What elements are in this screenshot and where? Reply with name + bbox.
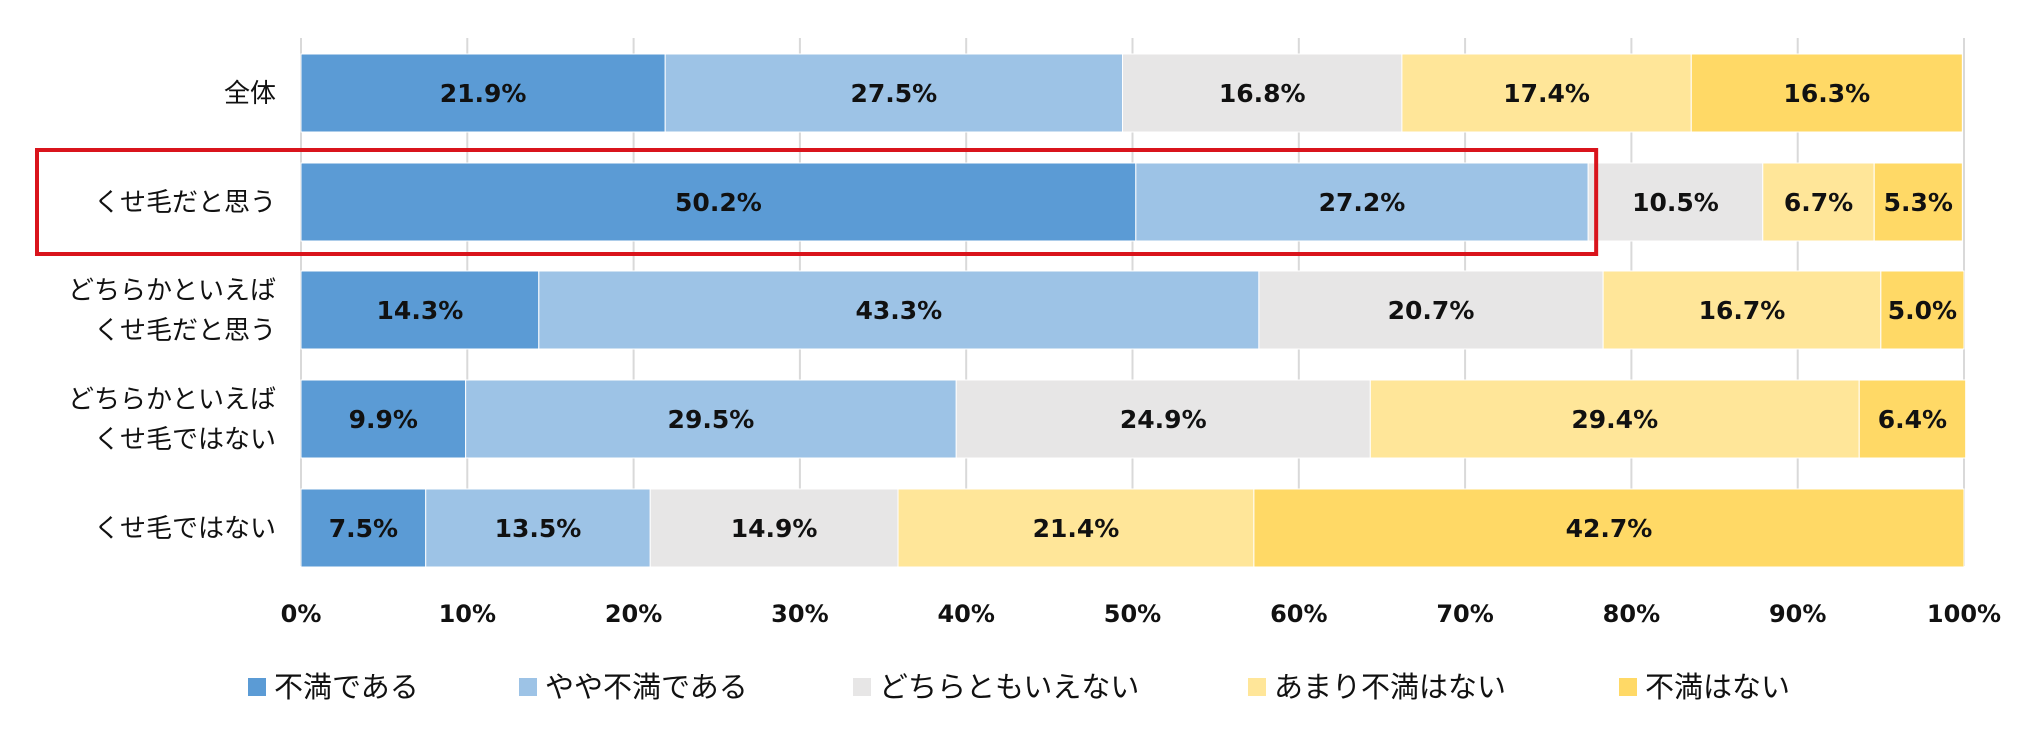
x-tick-label: 10%	[439, 600, 496, 628]
bar-segment	[1690, 53, 1963, 133]
bar-value-label: 5.3%	[1884, 188, 1953, 217]
bar-value-label: 20.7%	[1388, 296, 1475, 325]
x-tick-label: 30%	[771, 600, 828, 628]
bar-value-label: 50.2%	[675, 188, 762, 217]
bar-segment	[955, 379, 1371, 459]
bar-value-label: 14.9%	[731, 514, 818, 543]
bar-value-label: 24.9%	[1120, 405, 1207, 434]
bar-segment	[1401, 53, 1692, 133]
bar-value-label: 21.4%	[1033, 514, 1120, 543]
bar-segment	[1253, 488, 1965, 568]
category-label: どちらかといえばくせ毛ではない	[68, 385, 276, 455]
x-tick-label: 0%	[281, 600, 322, 628]
bar-segment	[538, 270, 1260, 350]
bar-value-label: 5.0%	[1888, 296, 1957, 325]
bar-segment	[1369, 379, 1860, 459]
x-tick-label: 80%	[1603, 600, 1660, 628]
category-label: くせ毛だと思う	[94, 188, 276, 218]
legend-label: あまり不満はない	[1274, 670, 1506, 704]
bar-value-label: 14.3%	[377, 296, 464, 325]
category-label: くせ毛ではない	[94, 514, 276, 544]
bar-value-label: 29.4%	[1571, 405, 1658, 434]
x-tick-label: 40%	[937, 600, 994, 628]
category-label: 全体	[224, 79, 276, 109]
bar-segment	[649, 488, 899, 568]
bar-segment	[1880, 270, 1965, 350]
bar-value-label: 27.2%	[1319, 188, 1406, 217]
bar-value-label: 16.8%	[1219, 79, 1306, 108]
x-tick-label: 50%	[1104, 600, 1161, 628]
bar-segment	[1762, 162, 1875, 242]
bar-value-label: 29.5%	[668, 405, 755, 434]
bar-value-label: 6.4%	[1878, 405, 1947, 434]
legend-swatch	[1619, 678, 1637, 696]
x-tick-label: 100%	[1927, 600, 2001, 628]
bar-value-label: 16.7%	[1699, 296, 1786, 325]
bar-value-label: 13.5%	[495, 514, 582, 543]
bar-segment	[300, 270, 540, 350]
bar-segment	[1258, 270, 1604, 350]
legend-swatch	[1248, 678, 1266, 696]
bar-segment	[1873, 162, 1963, 242]
legend-label: 不満はない	[1645, 670, 1790, 704]
bar-value-label: 21.9%	[440, 79, 527, 108]
legend-label: 不満である	[274, 670, 419, 704]
legend-label: やや不満である	[545, 670, 748, 704]
bar-segment	[1858, 379, 1967, 459]
highlight-box	[35, 148, 1599, 256]
legend-swatch	[853, 678, 871, 696]
bar-segment	[664, 53, 1124, 133]
x-tick-label: 70%	[1436, 600, 1493, 628]
bar-segment	[425, 488, 651, 568]
x-tick-label: 90%	[1769, 600, 1826, 628]
x-tick-label: 20%	[605, 600, 662, 628]
bar-value-label: 10.5%	[1632, 188, 1719, 217]
bar-value-label: 27.5%	[850, 79, 937, 108]
legend-swatch	[248, 678, 266, 696]
bar-segment	[300, 162, 1137, 242]
bar-segment	[300, 53, 666, 133]
bar-value-label: 6.7%	[1784, 188, 1853, 217]
bar-value-label: 43.3%	[855, 296, 942, 325]
bar-value-label: 16.3%	[1783, 79, 1870, 108]
bar-segment	[300, 488, 427, 568]
x-tick-label: 60%	[1270, 600, 1327, 628]
bar-value-label: 42.7%	[1566, 514, 1653, 543]
bar-value-label: 7.5%	[329, 514, 398, 543]
category-label: どちらかといえばくせ毛だと思う	[68, 276, 276, 346]
bar-value-label: 17.4%	[1503, 79, 1590, 108]
bar-segment	[1602, 270, 1882, 350]
bar-value-label: 9.9%	[349, 405, 418, 434]
bar-segment	[1122, 53, 1403, 133]
bar-segment	[1135, 162, 1589, 242]
bar-segment	[897, 488, 1255, 568]
bar-segment	[465, 379, 957, 459]
bar-segment	[300, 379, 467, 459]
legend-swatch	[519, 678, 537, 696]
legend-label: どちらともいえない	[879, 670, 1139, 704]
